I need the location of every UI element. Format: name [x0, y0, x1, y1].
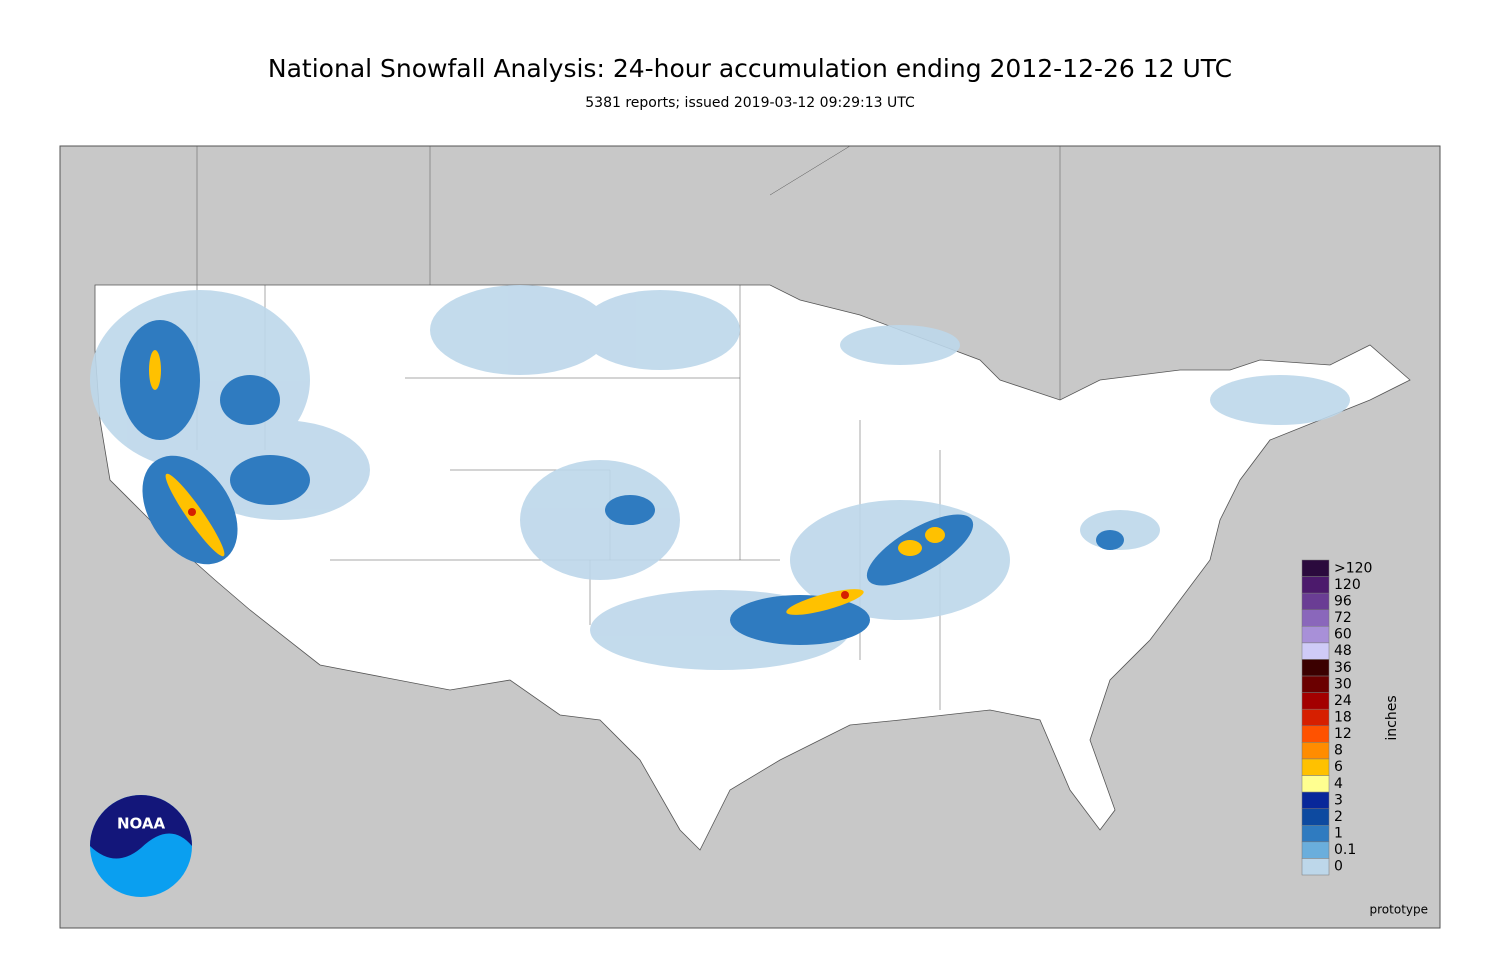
legend-swatch [1301, 559, 1330, 577]
legend-swatch [1301, 825, 1330, 843]
legend-label: 6 [1334, 759, 1343, 775]
noaa-logo: NOAA [90, 795, 192, 897]
legend-swatch [1301, 841, 1330, 859]
legend-swatch [1301, 808, 1330, 826]
logo-top [90, 795, 192, 859]
legend-label: 2 [1334, 809, 1343, 825]
legend-unit: inches [1384, 695, 1400, 740]
snow-peak [188, 508, 196, 516]
legend-label: 0.1 [1334, 842, 1356, 858]
legend-swatch [1301, 675, 1330, 693]
legend-label: >120 [1334, 560, 1372, 576]
legend-label: 8 [1334, 743, 1343, 759]
legend-swatch [1301, 858, 1330, 876]
legend-swatch [1301, 758, 1330, 776]
title: National Snowfall Analysis: 24-hour accu… [268, 54, 1232, 83]
map [59, 145, 1441, 929]
legend-swatch [1301, 592, 1330, 610]
legend-label: 4 [1334, 776, 1343, 792]
legend-label: 1 [1334, 826, 1343, 842]
legend-swatch [1301, 742, 1330, 760]
legend-label: 72 [1334, 610, 1352, 626]
logo-text: NOAA [117, 815, 166, 833]
legend-label: 24 [1334, 693, 1352, 709]
snow-peak [841, 591, 849, 599]
legend-swatch [1301, 725, 1330, 743]
legend-label: 48 [1334, 643, 1352, 659]
legend-label: 18 [1334, 710, 1352, 726]
legend-swatch [1301, 642, 1330, 660]
legend-label: 96 [1334, 593, 1352, 609]
legend-swatch [1301, 659, 1330, 677]
legend-swatch [1301, 609, 1330, 627]
legend-swatch [1301, 791, 1330, 809]
legend-label: 60 [1334, 627, 1352, 643]
legend-label: 3 [1334, 792, 1343, 808]
legend-swatch [1301, 576, 1330, 594]
legend-label: 12 [1334, 726, 1352, 742]
land-us [94, 284, 1411, 851]
legend-swatch [1301, 692, 1330, 710]
legend-label: 120 [1334, 577, 1361, 593]
legend-swatch [1301, 626, 1330, 644]
legend-swatch [1301, 708, 1330, 727]
note: prototype [1370, 903, 1428, 917]
subtitle: 5381 reports; issued 2019-03-12 09:29:13… [585, 95, 915, 111]
legend-swatch [1301, 775, 1330, 793]
legend-label: 0 [1334, 859, 1343, 875]
legend-label: 30 [1334, 676, 1352, 692]
legend-label: 36 [1334, 660, 1352, 676]
